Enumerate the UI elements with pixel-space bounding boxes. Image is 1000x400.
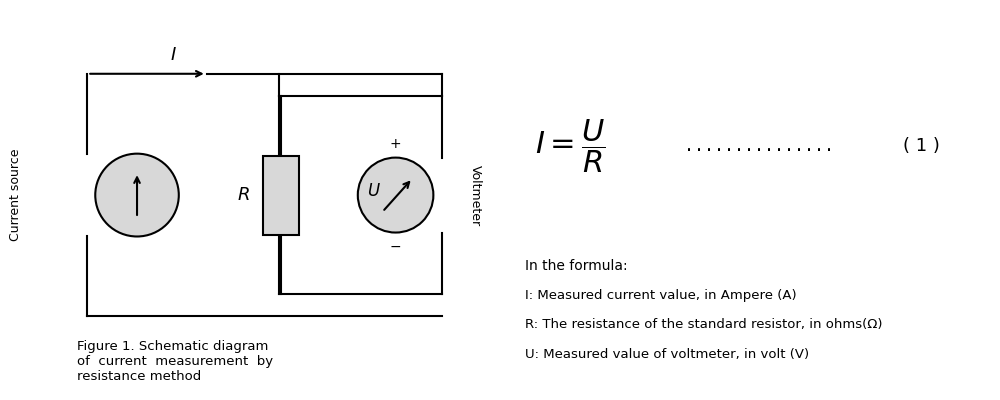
Text: −: − [390,240,401,254]
Circle shape [358,158,433,232]
Text: $I = \dfrac{U}{R}$: $I = \dfrac{U}{R}$ [535,117,606,174]
Text: ( 1 ): ( 1 ) [903,137,940,155]
Text: R: The resistance of the standard resistor, in ohms(Ω): R: The resistance of the standard resist… [525,318,882,331]
Text: $U$: $U$ [367,182,381,200]
Text: ...............: ............... [684,137,834,155]
Text: Current source: Current source [9,149,22,241]
Text: I: Measured current value, in Ampere (A): I: Measured current value, in Ampere (A) [525,289,796,302]
Text: Voltmeter: Voltmeter [469,164,482,226]
Text: $R$: $R$ [237,186,250,204]
Circle shape [95,154,179,236]
Text: $I$: $I$ [170,46,177,64]
Bar [263,156,299,234]
Text: Figure 1. Schematic diagram
of  current  measurement  by
resistance method: Figure 1. Schematic diagram of current m… [77,340,273,383]
Text: In the formula:: In the formula: [525,259,627,273]
Text: U: Measured value of voltmeter, in volt (V): U: Measured value of voltmeter, in volt … [525,348,809,361]
Text: +: + [390,137,401,151]
